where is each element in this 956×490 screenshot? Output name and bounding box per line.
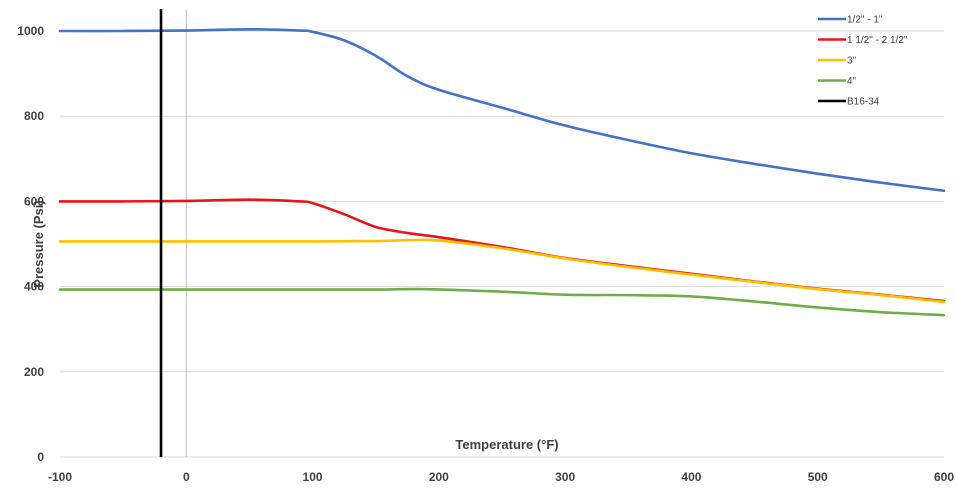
- series-line-0: [58, 28, 946, 193]
- y-tick-label: 200: [24, 365, 44, 379]
- x-axis-title: Temperature (°F): [455, 437, 558, 452]
- series-lines: [58, 9, 946, 457]
- x-tick-label: 100: [303, 470, 323, 484]
- legend-label: 1/2" - 1": [847, 15, 883, 26]
- x-tick-label: 600: [934, 470, 954, 484]
- y-tick-label: 1000: [17, 24, 44, 38]
- x-tick-label: 500: [808, 470, 828, 484]
- x-tick-label: -100: [48, 470, 72, 484]
- x-tick-label: 300: [555, 470, 575, 484]
- series-line-2: [58, 238, 946, 304]
- x-tick-label: 0: [183, 470, 190, 484]
- y-axis-title: Pressure (Psi): [31, 200, 46, 287]
- tick-labels: 0 200 400 600 800 1000 -100 0 100 200 300 400 500 600: [17, 24, 954, 484]
- y-tick-label: 0: [37, 450, 44, 464]
- legend-label: B16-34: [847, 97, 880, 108]
- y-tick-label: 800: [24, 109, 44, 123]
- y-tick-label: 400: [24, 280, 44, 294]
- y-tick-label: 600: [24, 194, 44, 208]
- legend-label: 4": [847, 76, 857, 87]
- series-line-3: [58, 287, 946, 317]
- legend-label: 3": [847, 56, 857, 67]
- gridlines: [60, 30, 944, 458]
- series-line-1: [58, 198, 946, 303]
- x-tick-label: 400: [681, 470, 701, 484]
- legend: 1/2" - 1" 1 1/2" - 2 1/2" 3" 4" B16-34: [818, 15, 908, 108]
- legend-label: 1 1/2" - 2 1/2": [847, 35, 908, 46]
- x-tick-label: 200: [429, 470, 449, 484]
